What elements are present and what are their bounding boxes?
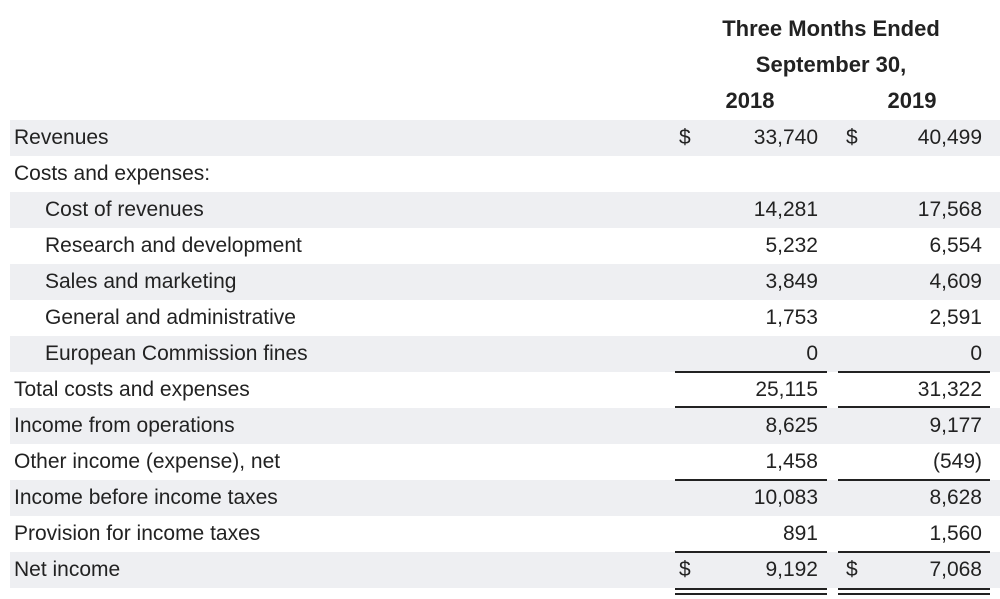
row-label: Provision for income taxes (14, 522, 261, 545)
value-2018: 33,740 (753, 126, 818, 149)
row-label: Research and development (45, 234, 302, 257)
table-row-ec-fines: European Commission fines 0 0 (10, 336, 1000, 372)
column-header-period: Three Months Ended (722, 16, 940, 41)
row-label: Cost of revenues (45, 198, 204, 221)
subtotal-rule (838, 551, 990, 553)
subtotal-rule (838, 479, 990, 481)
value-2019: 8,628 (929, 486, 982, 509)
value-2018: 25,115 (755, 378, 818, 401)
value-2018: 8,625 (765, 414, 818, 437)
value-2019: (549) (932, 450, 982, 473)
row-label: Costs and expenses: (14, 162, 211, 185)
total-double-rule (838, 588, 990, 590)
table-row-general-administrative: General and administrative 1,753 2,591 (10, 300, 1000, 336)
total-double-rule (675, 588, 827, 590)
currency-symbol: $ (846, 126, 858, 149)
value-2019: 4,609 (929, 270, 982, 293)
table-row-sales-marketing: Sales and marketing 3,849 4,609 (10, 264, 1000, 300)
table-row-total-costs: Total costs and expenses 25,115 31,322 (10, 372, 1000, 408)
table-row-income-operations: Income from operations 8,625 9,177 (10, 408, 1000, 444)
value-2019: 7,068 (929, 558, 982, 581)
value-2019: 17,568 (917, 198, 982, 221)
row-label: General and administrative (45, 306, 296, 329)
subtotal-rule (675, 479, 827, 481)
column-header-2019: 2019 (887, 88, 937, 113)
row-label: Income from operations (14, 414, 235, 437)
total-double-rule (675, 593, 827, 595)
value-2018: 0 (806, 342, 818, 365)
table-row-costs-heading: Costs and expenses: (10, 156, 1000, 192)
subtotal-rule (675, 551, 827, 553)
value-2018: 3,849 (765, 270, 818, 293)
table-row-cost-of-revenues: Cost of revenues 14,281 17,568 (10, 192, 1000, 228)
row-label: Net income (14, 558, 121, 581)
row-label: European Commission fines (45, 342, 308, 365)
table-row-income-before-taxes: Income before income taxes 10,083 8,628 (10, 480, 1000, 516)
value-2019: 6,554 (929, 234, 982, 257)
currency-symbol: $ (679, 558, 691, 581)
subtotal-rule (838, 406, 990, 408)
currency-symbol: $ (679, 126, 691, 149)
column-header-date: September 30, (755, 52, 907, 77)
row-label: Income before income taxes (14, 486, 278, 509)
value-2018: 5,232 (765, 234, 818, 257)
table-row-provision-taxes: Provision for income taxes 891 1,560 (10, 516, 1000, 552)
currency-symbol: $ (846, 558, 858, 581)
table-row-revenues: Revenues $ 33,740 $ 40,499 (10, 120, 1000, 156)
table-row-research-development: Research and development 5,232 6,554 (10, 228, 1000, 264)
row-label: Revenues (14, 126, 109, 149)
subtotal-rule (838, 371, 990, 373)
table-row-net-income: Net income $ 9,192 $ 7,068 (10, 552, 1000, 588)
value-2019: 2,591 (929, 306, 982, 329)
value-2018: 891 (782, 522, 818, 545)
row-label: Other income (expense), net (14, 450, 281, 473)
subtotal-rule (675, 371, 827, 373)
value-2019: 9,177 (929, 414, 982, 437)
column-header-2018: 2018 (725, 88, 775, 113)
value-2018: 1,458 (765, 450, 818, 473)
row-label: Total costs and expenses (14, 378, 250, 401)
value-2018: 1,753 (765, 306, 818, 329)
subtotal-rule (675, 406, 827, 408)
value-2019: 1,560 (929, 522, 982, 545)
value-2018: 14,281 (753, 198, 818, 221)
table-row-other-income: Other income (expense), net 1,458 (549) (10, 444, 1000, 480)
value-2018: 9,192 (765, 558, 818, 581)
value-2019: 31,322 (917, 378, 982, 401)
value-2019: 0 (970, 342, 982, 365)
value-2018: 10,083 (753, 486, 818, 509)
value-2019: 40,499 (917, 126, 982, 149)
total-double-rule (838, 593, 990, 595)
row-label: Sales and marketing (45, 270, 237, 293)
